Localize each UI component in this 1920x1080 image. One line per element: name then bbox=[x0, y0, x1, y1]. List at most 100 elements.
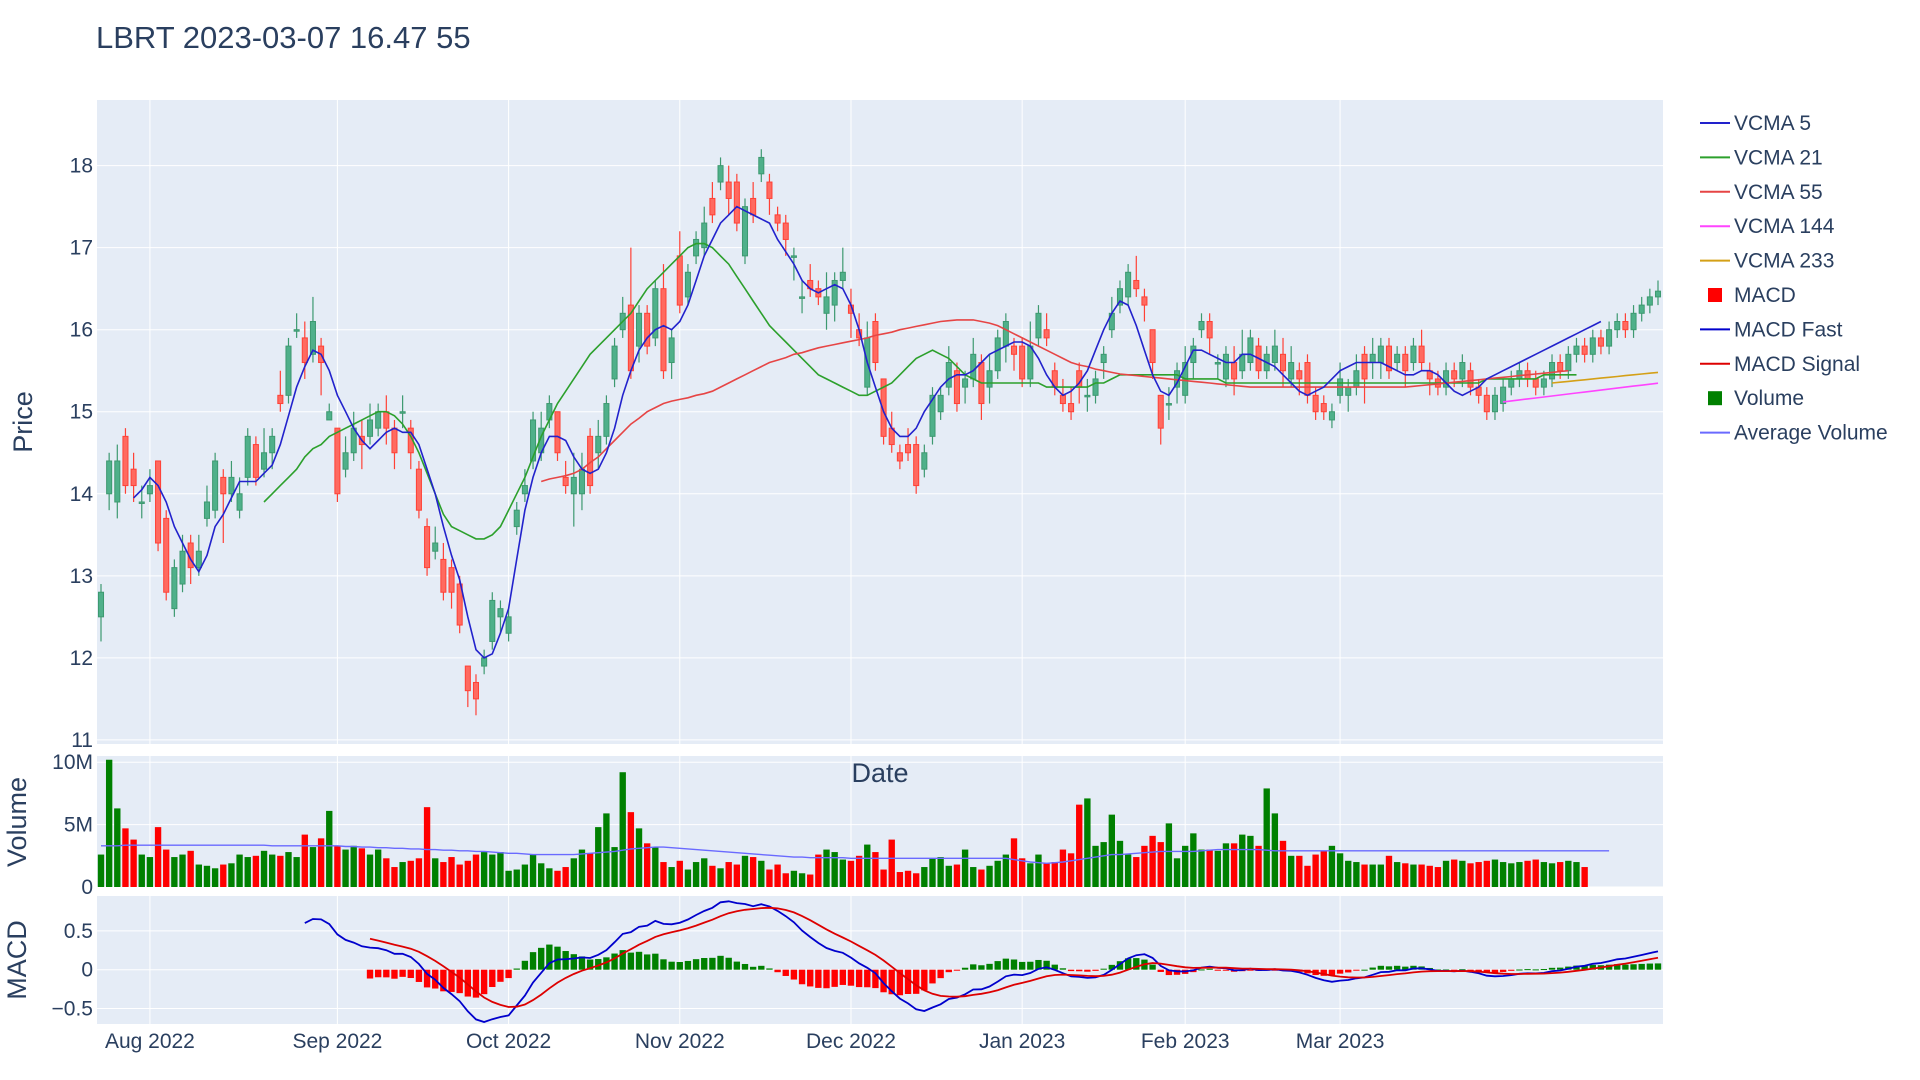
candle-body bbox=[1573, 345, 1580, 355]
candlestick bbox=[1247, 329, 1254, 371]
candlestick bbox=[1638, 296, 1645, 322]
candlestick bbox=[1630, 305, 1637, 338]
price-tick-label: 15 bbox=[70, 401, 93, 424]
candlestick bbox=[326, 403, 333, 421]
volume-bar bbox=[1190, 833, 1197, 887]
candlestick bbox=[155, 460, 162, 552]
candle-body bbox=[146, 485, 153, 495]
volume-bar bbox=[562, 867, 569, 887]
candlestick bbox=[1116, 280, 1124, 314]
volume-bar bbox=[896, 872, 904, 887]
candlestick bbox=[293, 313, 300, 338]
volume-bar bbox=[1467, 863, 1474, 887]
candlestick bbox=[171, 559, 178, 617]
macd-histogram-bar bbox=[684, 960, 692, 970]
date-tick-label: Oct 2022 bbox=[466, 1030, 551, 1053]
volume-bar bbox=[497, 852, 504, 887]
date-tick-label: Mar 2023 bbox=[1296, 1030, 1385, 1053]
volume-bar bbox=[407, 860, 414, 887]
volume-bar bbox=[978, 869, 985, 887]
macd-histogram-bar bbox=[1035, 959, 1042, 970]
candle-body bbox=[179, 550, 186, 585]
candle-body bbox=[472, 681, 480, 700]
candle-body bbox=[138, 501, 145, 504]
macd-histogram-bar bbox=[1475, 969, 1482, 972]
candle-body bbox=[1646, 296, 1653, 306]
macd-histogram-bar bbox=[1247, 969, 1254, 971]
legend-item: VCMA 233 bbox=[1700, 250, 1834, 273]
candle-body bbox=[1141, 296, 1148, 306]
candlestick bbox=[342, 436, 349, 478]
volume-bar bbox=[692, 862, 700, 887]
volume-bar bbox=[1442, 860, 1450, 887]
candle-body bbox=[130, 468, 137, 487]
candle-body bbox=[1002, 321, 1009, 347]
candle-body bbox=[733, 181, 740, 224]
volume-bar bbox=[1239, 834, 1246, 887]
macd-axis-label: MACD bbox=[2, 920, 32, 1000]
macd-histogram-bar bbox=[366, 969, 374, 979]
candle-body bbox=[1540, 378, 1547, 388]
candle-body bbox=[1116, 288, 1124, 306]
candlestick bbox=[448, 559, 455, 609]
volume-bar bbox=[855, 855, 863, 887]
volume-panel-bg bbox=[97, 756, 1663, 887]
volume-bar bbox=[1108, 814, 1116, 887]
candle-body bbox=[1231, 362, 1238, 380]
candlestick bbox=[1491, 387, 1498, 420]
macd-histogram-bar bbox=[1353, 969, 1360, 971]
volume-bar bbox=[187, 850, 194, 887]
candlestick bbox=[603, 395, 610, 445]
volume-bar bbox=[807, 874, 814, 887]
candle-body bbox=[1279, 353, 1287, 372]
legend-item: VCMA 144 bbox=[1700, 215, 1835, 238]
volume-bar bbox=[1312, 854, 1319, 887]
volume-bar bbox=[1573, 862, 1580, 887]
candlestick bbox=[285, 337, 292, 404]
candlestick bbox=[1467, 362, 1474, 396]
macd-histogram-bar bbox=[1361, 969, 1368, 971]
legend-item: Volume bbox=[1708, 387, 1804, 410]
volume-bar bbox=[236, 854, 243, 887]
candle-body bbox=[1654, 290, 1662, 298]
candlestick bbox=[1271, 329, 1278, 371]
candle-body bbox=[424, 526, 431, 569]
macd-histogram-bar bbox=[896, 969, 904, 996]
volume-bar bbox=[1516, 862, 1523, 887]
candlestick bbox=[913, 436, 920, 494]
volume-bar bbox=[798, 873, 806, 887]
candle-body bbox=[929, 394, 936, 437]
candle-body bbox=[285, 345, 292, 396]
macd-panel-bg bbox=[97, 896, 1663, 1024]
candle-body bbox=[1630, 312, 1637, 331]
candlestick bbox=[921, 444, 928, 478]
volume-bar bbox=[953, 864, 961, 887]
candle-body bbox=[432, 542, 439, 552]
volume-bar bbox=[1304, 865, 1311, 887]
volume-bar bbox=[122, 828, 129, 887]
candle-body bbox=[1157, 394, 1164, 429]
candle-body bbox=[635, 312, 643, 347]
macd-histogram-bar bbox=[1002, 958, 1010, 970]
price-panel-bg bbox=[97, 100, 1663, 744]
volume-bar bbox=[603, 813, 610, 887]
candle-body bbox=[896, 452, 903, 462]
macd-histogram-bar bbox=[391, 969, 398, 979]
volume-bar bbox=[1084, 798, 1091, 887]
volume-bar bbox=[179, 854, 186, 887]
candlestick bbox=[195, 534, 202, 576]
candle-body bbox=[709, 197, 716, 216]
volume-panel bbox=[97, 759, 1610, 887]
volume-bar bbox=[904, 870, 912, 887]
candle-body bbox=[1410, 345, 1417, 364]
candle-body bbox=[953, 370, 960, 405]
volume-tick-label: 0 bbox=[81, 876, 93, 899]
volume-bar bbox=[1393, 862, 1401, 887]
macd-histogram-bar bbox=[815, 969, 822, 988]
candle-body bbox=[1532, 378, 1539, 388]
volume-bar bbox=[521, 864, 529, 887]
macd-histogram-bar bbox=[1108, 964, 1116, 970]
candlestick bbox=[831, 272, 838, 322]
candlestick bbox=[1565, 346, 1572, 379]
volume-bar bbox=[839, 859, 846, 887]
